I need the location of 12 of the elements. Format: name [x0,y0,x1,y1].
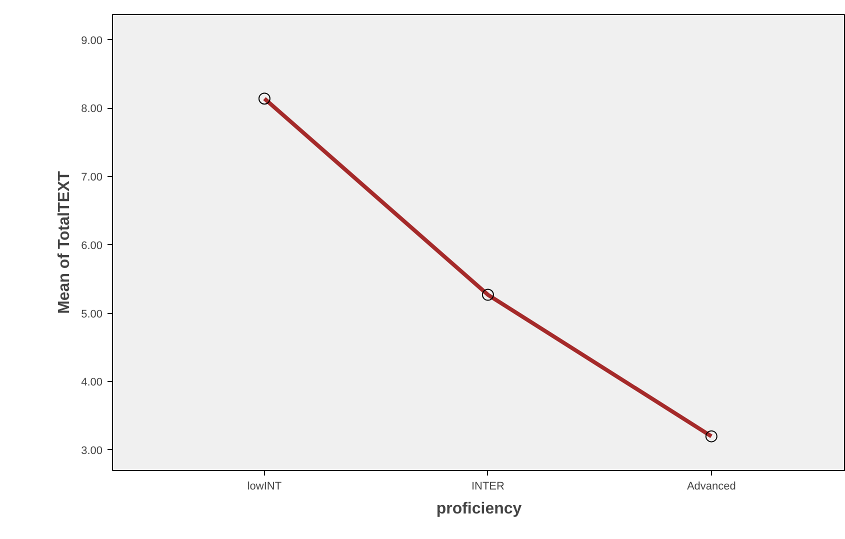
y-tick-label: 4.00 [81,376,103,389]
y-tick-label: 3.00 [81,444,103,457]
y-tick-label: 8.00 [81,103,103,116]
y-axis-title: Mean of TotalTEXT [56,170,74,314]
y-tick-label: 5.00 [81,308,103,320]
x-axis-title: proficiency [436,500,522,518]
x-tick-label: INTER [471,480,504,492]
y-tick-label: 9.00 [81,34,103,47]
y-tick-label: 6.00 [81,240,103,252]
y-tick-label: 7.00 [81,172,103,184]
x-tick-label: Advanced [686,480,736,492]
x-tick-label: lowINT [247,480,282,492]
